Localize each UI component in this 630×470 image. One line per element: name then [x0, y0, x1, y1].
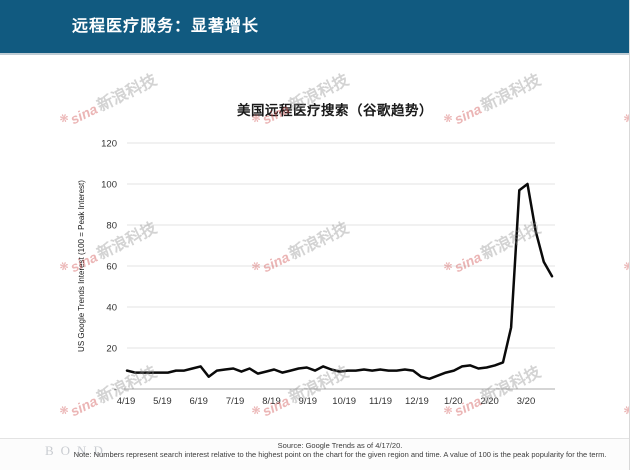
x-tick-label: 12/19	[405, 396, 429, 407]
x-tick-label: 10/19	[332, 396, 356, 407]
y-tick-label: 120	[101, 139, 117, 150]
source-note-block: Source: Google Trends as of 4/17/20. Not…	[70, 441, 610, 459]
note-text: Note: Numbers represent search interest …	[73, 450, 607, 459]
footer-bar: BOND Source: Google Trends as of 4/17/20…	[0, 438, 629, 470]
x-tick-label: 6/19	[189, 396, 208, 407]
x-tick-label: 2/20	[480, 396, 499, 407]
chart-title: 美国远程医疗搜索（谷歌趋势）	[237, 103, 433, 118]
y-tick-label: 40	[106, 303, 117, 314]
x-tick-label: 11/19	[369, 396, 392, 407]
x-tick-label: 1/20	[444, 396, 463, 407]
y-tick-label: 20	[106, 344, 117, 355]
x-tick-label: 9/19	[299, 396, 318, 407]
y-axis-title: US Google Trends Interest (100 = Peak In…	[77, 180, 86, 352]
page-title: 远程医疗服务：显著增长	[72, 18, 260, 35]
x-tick-label: 4/19	[117, 396, 136, 407]
y-tick-label: 100	[101, 180, 117, 191]
y-tick-label: -	[114, 385, 117, 396]
y-tick-label: 60	[106, 262, 117, 273]
x-tick-label: 3/20	[517, 396, 536, 407]
x-tick-label: 5/19	[153, 396, 172, 407]
trend-line	[125, 182, 554, 381]
source-text: Source: Google Trends as of 4/17/20.	[277, 441, 403, 450]
bond-logo: BOND	[45, 443, 110, 458]
header-bar: 远程医疗服务：显著增长	[0, 0, 629, 55]
x-tick-label: 7/19	[226, 396, 245, 407]
x-tick-label: 8/19	[262, 396, 281, 407]
y-tick-label: 80	[106, 221, 117, 232]
